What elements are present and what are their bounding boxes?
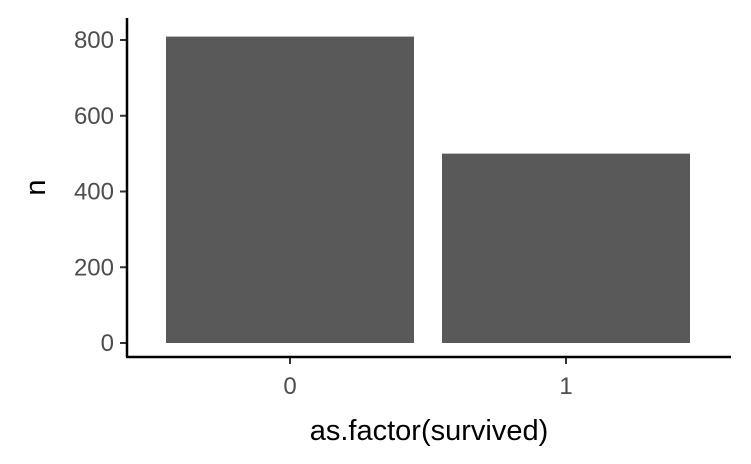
bar-1 xyxy=(442,153,690,343)
x-axis-title: as.factor(survived) xyxy=(310,415,549,447)
y-axis-title: n xyxy=(20,179,52,195)
x-tick-label: 1 xyxy=(559,373,572,400)
y-tick-label: 200 xyxy=(74,254,114,281)
x-tick-label: 0 xyxy=(283,373,296,400)
y-tick-label: 600 xyxy=(74,103,114,130)
y-tick-label: 400 xyxy=(74,179,114,206)
bars-group xyxy=(166,36,690,344)
y-tick-label: 0 xyxy=(101,330,114,357)
bar-0 xyxy=(166,36,414,344)
y-tick-label: 800 xyxy=(74,27,114,54)
